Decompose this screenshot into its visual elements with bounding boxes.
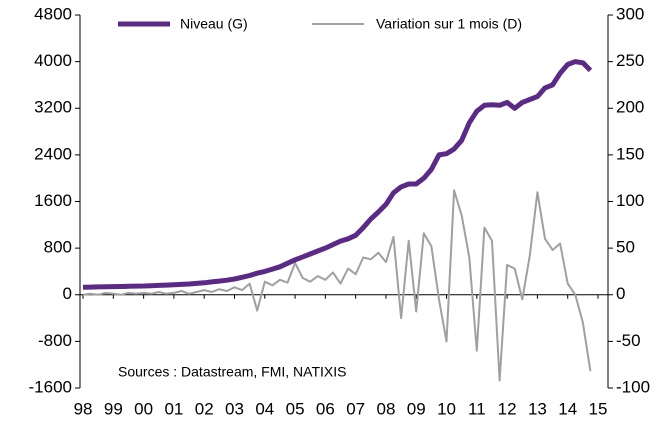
y-tick-label: -800 xyxy=(38,331,72,350)
y-tick-label: 2400 xyxy=(34,144,72,163)
y-tick-label: 4000 xyxy=(34,51,72,70)
x-tick-label: 10 xyxy=(437,399,456,418)
x-tick-label: 03 xyxy=(225,399,244,418)
y-tick-label: 0 xyxy=(63,284,72,303)
y2-tick-label: -50 xyxy=(616,331,641,350)
series-line xyxy=(82,59,593,290)
y2-tick-label: 50 xyxy=(616,238,635,257)
y2-tick-label: 300 xyxy=(616,4,644,23)
x-tick-label: 13 xyxy=(528,399,547,418)
x-tick-label: 08 xyxy=(376,399,395,418)
y-tick-label: 3200 xyxy=(34,98,72,117)
x-tick-label: 06 xyxy=(316,399,335,418)
x-tick-label: 07 xyxy=(346,399,365,418)
y-tick-label: -1600 xyxy=(29,377,72,396)
x-tick-label: 09 xyxy=(407,399,426,418)
x-tick-label: 02 xyxy=(195,399,214,418)
y2-tick-label: -100 xyxy=(616,377,650,396)
x-tick-label: 99 xyxy=(104,399,123,418)
x-tick-label: 15 xyxy=(589,399,608,418)
x-tick-label: 00 xyxy=(134,399,153,418)
series-line xyxy=(82,189,592,382)
annotation: Sources : Datastream, FMI, NATIXIS xyxy=(118,364,346,380)
y2-tick-label: 200 xyxy=(616,98,644,117)
x-tick-label: 11 xyxy=(468,399,486,418)
x-tick-label: 05 xyxy=(286,399,305,418)
y2-tick-label: 100 xyxy=(616,191,644,210)
legend-label: Variation sur 1 mois (D) xyxy=(376,16,522,32)
y-tick-label: 800 xyxy=(44,238,72,257)
y2-tick-label: 150 xyxy=(616,144,644,163)
x-tick-label: 01 xyxy=(164,399,183,418)
y-tick-label: 4800 xyxy=(34,4,72,23)
y2-tick-label: 250 xyxy=(616,51,644,70)
legend-label: Niveau (G) xyxy=(180,16,248,32)
x-tick-label: 04 xyxy=(255,399,274,418)
x-tick-label: 14 xyxy=(558,399,577,418)
y-tick-label: 1600 xyxy=(34,191,72,210)
x-tick-label: 98 xyxy=(74,399,93,418)
x-tick-label: 12 xyxy=(498,399,517,418)
y2-tick-label: 0 xyxy=(616,284,625,303)
